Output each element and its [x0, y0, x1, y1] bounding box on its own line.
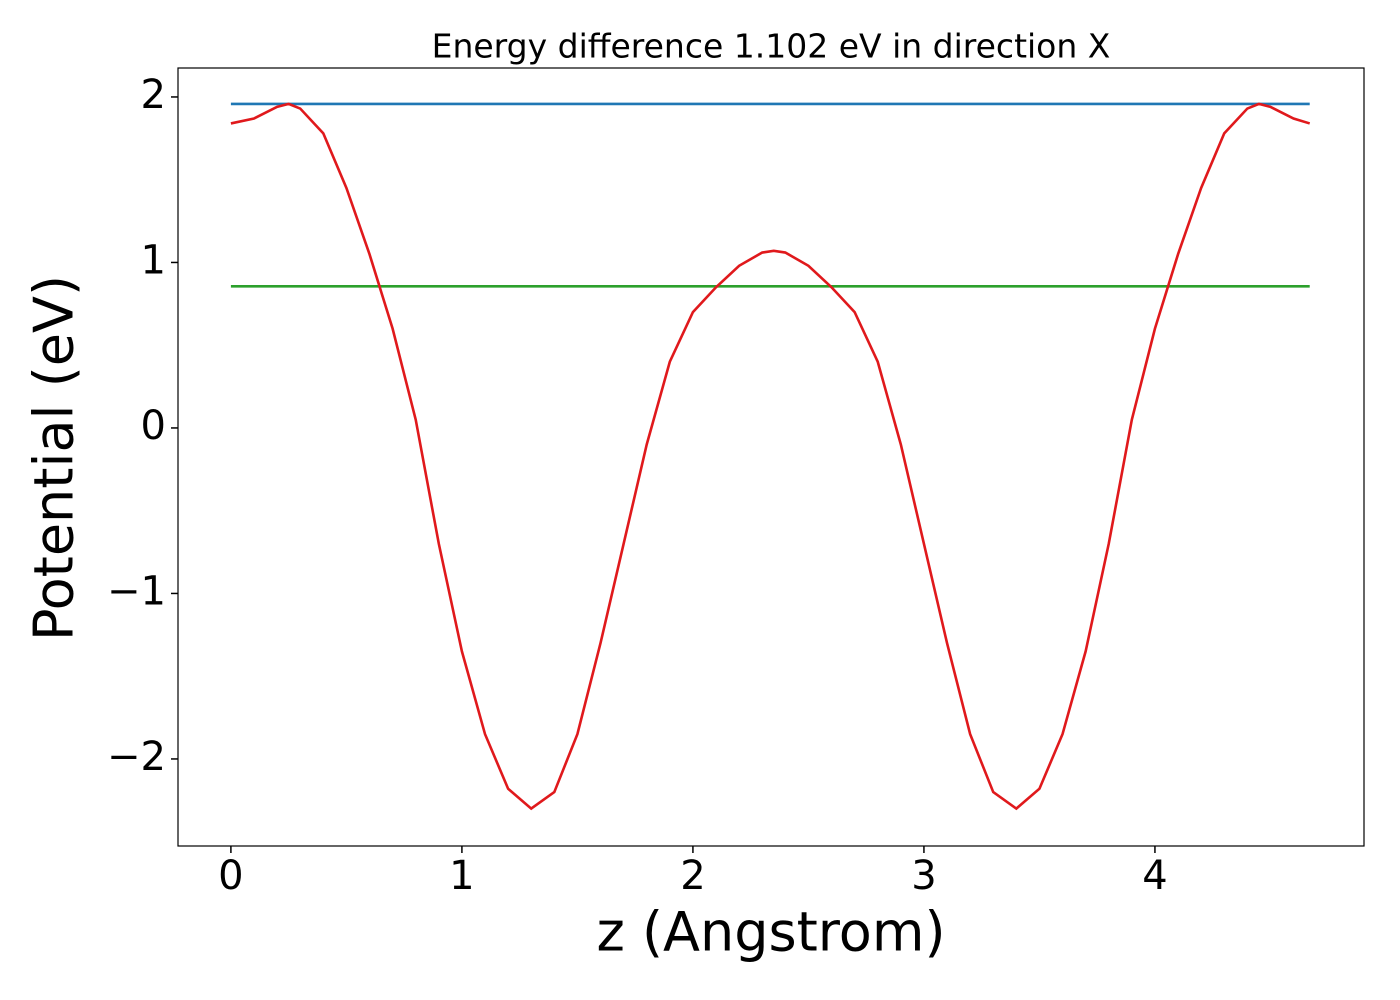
plot-frame [177, 67, 1365, 847]
y-tick-label: −2 [107, 734, 166, 780]
data-line [230, 102, 1311, 811]
x-tick-label: 2 [680, 853, 705, 899]
y-tick-label: −1 [107, 568, 166, 614]
x-axis-label: z (Angstrom) [596, 901, 945, 964]
y-tick-label: 1 [141, 237, 166, 283]
y-tick-label: 0 [141, 403, 166, 449]
y-tick-label: 2 [141, 72, 166, 118]
y-axis-label: Potential (eV) [23, 275, 86, 641]
x-tick-label: 3 [911, 853, 936, 899]
x-tick-label: 4 [1142, 853, 1167, 899]
x-tick-label: 1 [449, 853, 474, 899]
x-tick-label: 0 [218, 853, 243, 899]
chart-title: Energy difference 1.102 eV in direction … [432, 27, 1111, 66]
